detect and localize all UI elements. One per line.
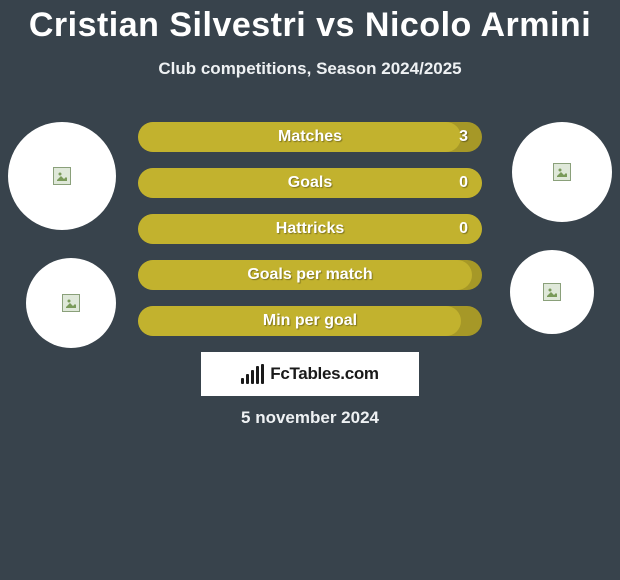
placeholder-image-icon <box>53 167 71 185</box>
avatars-left <box>8 122 116 348</box>
subtitle: Club competitions, Season 2024/2025 <box>0 59 620 79</box>
placeholder-image-icon <box>553 163 571 181</box>
footer-date: 5 november 2024 <box>241 408 379 428</box>
avatar-right-1 <box>512 122 612 222</box>
stat-value: 0 <box>459 174 468 192</box>
brand-text: FcTables.com <box>270 364 379 384</box>
stat-bar: Goals 0 <box>138 168 482 198</box>
placeholder-image-icon <box>62 294 80 312</box>
stat-bar: Goals per match <box>138 260 482 290</box>
brand-box[interactable]: FcTables.com <box>201 352 419 396</box>
stat-label: Hattricks <box>276 220 344 238</box>
stat-bar: Min per goal <box>138 306 482 336</box>
page-title: Cristian Silvestri vs Nicolo Armini <box>0 0 620 45</box>
chart-bars-icon <box>241 364 264 384</box>
avatar-right-2 <box>510 250 594 334</box>
stat-bar: Matches 3 <box>138 122 482 152</box>
stats-column: Matches 3 Goals 0 Hattricks 0 Goals per match M… <box>138 122 482 336</box>
stat-bar: Hattricks 0 <box>138 214 482 244</box>
avatars-right <box>510 122 612 334</box>
stat-value: 0 <box>459 220 468 238</box>
stat-label: Min per goal <box>263 312 357 330</box>
avatar-left-1 <box>8 122 116 230</box>
placeholder-image-icon <box>543 283 561 301</box>
stat-label: Goals per match <box>247 266 372 284</box>
stat-value: 3 <box>459 128 468 146</box>
avatar-left-2 <box>26 258 116 348</box>
stat-label: Goals <box>288 174 332 192</box>
stat-label: Matches <box>278 128 342 146</box>
